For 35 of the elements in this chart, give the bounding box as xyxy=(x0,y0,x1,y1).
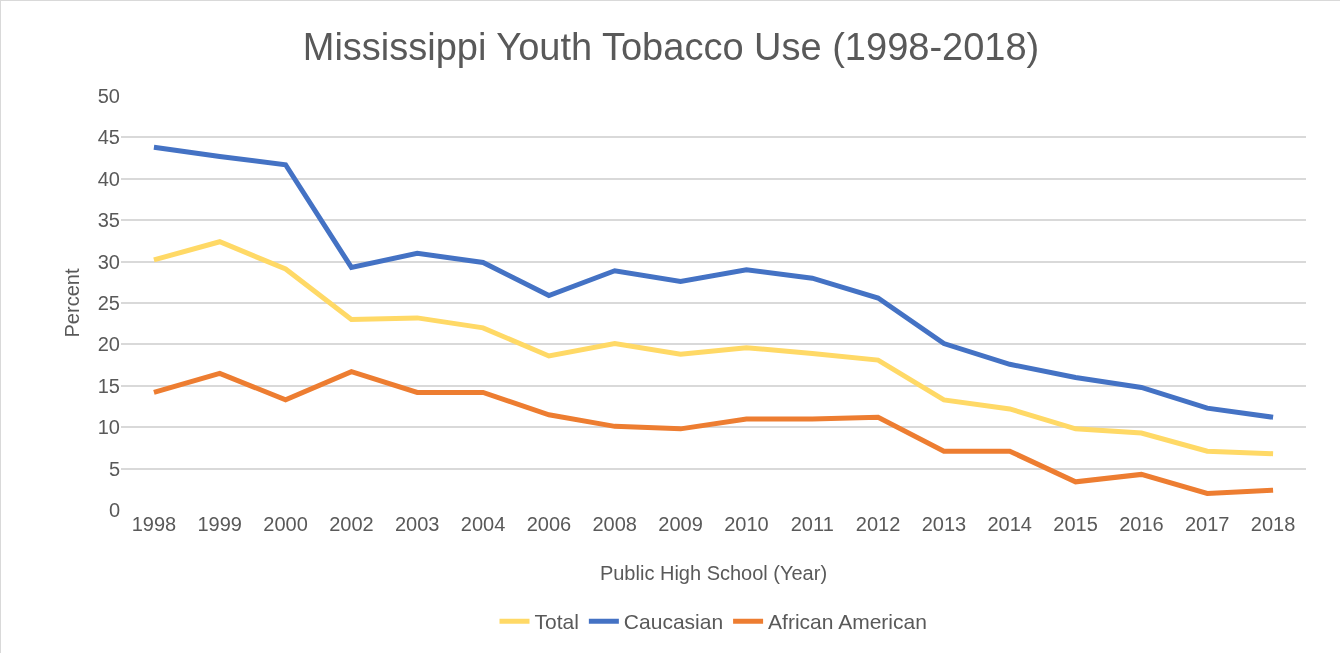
x-tick-label: 2004 xyxy=(460,513,506,535)
chart-title: Mississippi Youth Tobacco Use (1998-2018) xyxy=(302,26,1040,69)
y-tick-label: 10 xyxy=(97,416,120,439)
x-tick-label: 2010 xyxy=(724,513,769,535)
x-tick-label: 2000 xyxy=(263,513,308,535)
x-tick-label: 2018 xyxy=(1250,513,1296,535)
x-tick-label: 2012 xyxy=(855,513,901,535)
x-tick-label: 2014 xyxy=(987,513,1032,535)
x-tick-label: 2003 xyxy=(395,513,440,535)
x-tick-label: 2015 xyxy=(1053,513,1098,535)
y-axis-title: Percent xyxy=(61,268,84,338)
y-tick-label: 40 xyxy=(97,167,120,190)
y-tick-label: 50 xyxy=(97,85,120,107)
legend-label: Caucasian xyxy=(623,610,724,634)
y-tick-label: 0 xyxy=(108,499,120,521)
x-tick-label: 2013 xyxy=(921,513,967,535)
x-tick-label: 2006 xyxy=(526,513,572,535)
y-tick-label: 20 xyxy=(97,333,120,356)
x-tick-label: 1998 xyxy=(131,513,177,535)
y-tick-label: 25 xyxy=(97,292,120,314)
x-tick-label: 2017 xyxy=(1185,513,1230,535)
x-tick-label: 2011 xyxy=(790,513,834,535)
legend-label: African American xyxy=(768,610,927,634)
y-tick-label: 5 xyxy=(108,457,120,480)
x-tick-label: 1999 xyxy=(197,513,242,535)
x-axis-title: Public High School (Year) xyxy=(599,562,828,584)
y-tick-label: 35 xyxy=(97,209,120,232)
x-tick-label: 2009 xyxy=(658,513,703,535)
legend-label: Total xyxy=(534,610,579,634)
y-tick-label: 30 xyxy=(97,250,120,273)
y-tick-label: 45 xyxy=(97,126,120,149)
x-tick-label: 2002 xyxy=(329,513,374,535)
y-tick-label: 15 xyxy=(97,374,120,397)
x-tick-label: 2016 xyxy=(1119,513,1164,535)
x-tick-label: 2008 xyxy=(592,513,637,535)
